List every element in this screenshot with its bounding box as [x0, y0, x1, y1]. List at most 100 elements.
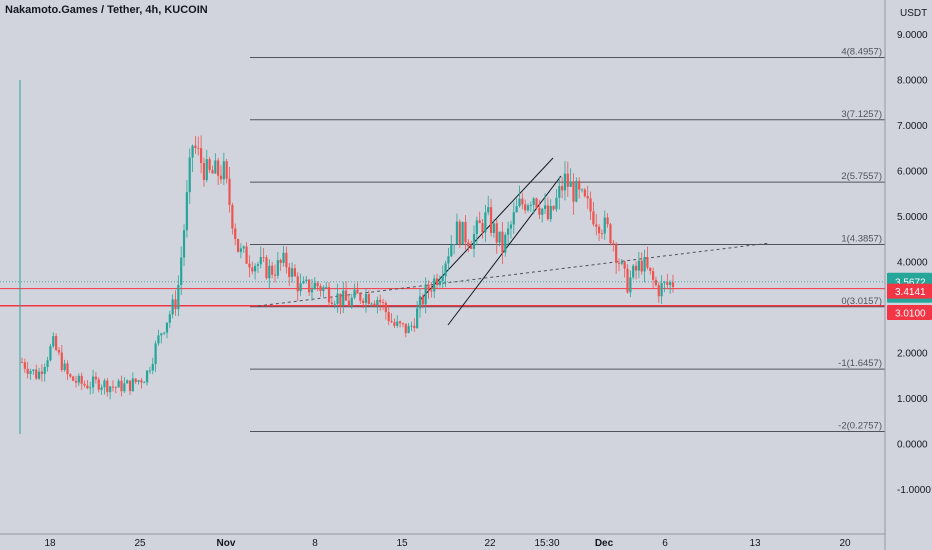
candle-body [296, 276, 299, 292]
candle-body [578, 180, 581, 190]
candle-body [268, 265, 271, 279]
chart-title: Nakamoto.Games / Tether, 4h, KUCOIN [5, 4, 208, 16]
candle-body [364, 294, 368, 303]
candle-body [541, 208, 544, 215]
candle-body [526, 205, 530, 211]
candle-body [154, 343, 157, 365]
candle-body [120, 380, 123, 392]
candle-body [299, 283, 302, 292]
candle-body [441, 276, 444, 281]
candle-body [80, 375, 83, 384]
candle-body [123, 383, 126, 392]
candles [20, 135, 675, 400]
candle-body [552, 205, 555, 210]
candle-body [470, 246, 473, 249]
candle-body [126, 380, 129, 384]
candle-body [231, 205, 234, 229]
candle-body [74, 380, 78, 383]
candle-body [518, 198, 521, 207]
candle-body [438, 280, 441, 286]
candle-body [421, 296, 424, 305]
candle-body [467, 242, 470, 247]
candle-body [501, 231, 504, 253]
y-tick-label: 4.0000 [897, 258, 928, 269]
candle-body [254, 265, 257, 272]
candle-body [401, 323, 405, 325]
candle-body [671, 282, 675, 287]
candle-body [617, 262, 621, 264]
fib-label: 1(4.3857) [841, 233, 882, 244]
candle-body [367, 294, 370, 304]
candle-body [640, 260, 643, 272]
candle-body [427, 284, 430, 291]
candle-body [265, 257, 268, 279]
candle-body [43, 367, 46, 374]
x-tick-label: 25 [134, 538, 146, 549]
fib-label: 0(3.0157) [841, 296, 882, 307]
candle-body [398, 321, 402, 324]
candle-body [137, 380, 140, 382]
fib-levels: 4(8.4957) 3(7.1257) 2(5.7557) 1(4.3857) 0(3.… [250, 46, 885, 432]
candle-body [262, 257, 265, 258]
candle-body [128, 380, 132, 392]
candle-body [649, 267, 652, 272]
candle-body [322, 287, 325, 292]
candle-body [444, 263, 447, 277]
y-tick-label: 2.0000 [897, 349, 928, 360]
x-tick-label: Nov [217, 538, 236, 549]
candle-body [353, 289, 356, 298]
candle-body [205, 159, 208, 181]
candle-body [555, 197, 558, 210]
candle-body [489, 207, 493, 233]
candle-body [424, 284, 427, 305]
candle-body [413, 325, 416, 329]
candle-body [504, 234, 507, 253]
price-tag-value: 3.0100 [895, 309, 926, 320]
candle-body [305, 279, 308, 281]
candle-body [202, 162, 206, 181]
candle-body [46, 360, 49, 368]
candle-body [529, 204, 532, 206]
candle-body [563, 173, 567, 191]
candle-body [86, 385, 89, 389]
candle-body [174, 299, 177, 310]
candle-body [597, 226, 601, 234]
candle-body [418, 296, 422, 309]
candle-body [273, 274, 277, 276]
candle-body [134, 378, 137, 382]
candle-body [91, 376, 95, 388]
candle-body [549, 205, 552, 220]
candle-body [393, 322, 396, 326]
horizontal-lines [0, 80, 885, 434]
x-tick-label: 20 [839, 538, 851, 549]
candle-body [40, 371, 43, 374]
candle-body [234, 228, 237, 239]
candle-body [615, 244, 618, 263]
candle-body [94, 376, 98, 380]
y-tick-label: 6.0000 [897, 167, 928, 178]
candle-body [626, 268, 629, 293]
candle-body [612, 243, 615, 245]
candle-body [634, 265, 638, 271]
candle-body [512, 212, 515, 225]
candle-body [450, 245, 453, 257]
candle-body [97, 379, 100, 390]
candle-body [327, 287, 331, 303]
candle-body [228, 178, 231, 206]
candle-body [325, 287, 328, 288]
candle-body [509, 224, 513, 229]
candle-body [66, 363, 69, 375]
candle-body [447, 256, 450, 264]
candle-body [453, 244, 456, 246]
candle-body [259, 257, 262, 265]
candle-body [114, 387, 117, 388]
candle-body [256, 264, 260, 266]
candle-body [404, 323, 407, 334]
candle-body [390, 321, 393, 323]
candle-body [302, 280, 305, 284]
candle-body [632, 265, 635, 278]
candle-body [387, 312, 390, 322]
candle-body [69, 374, 72, 377]
candle-body [538, 207, 541, 215]
